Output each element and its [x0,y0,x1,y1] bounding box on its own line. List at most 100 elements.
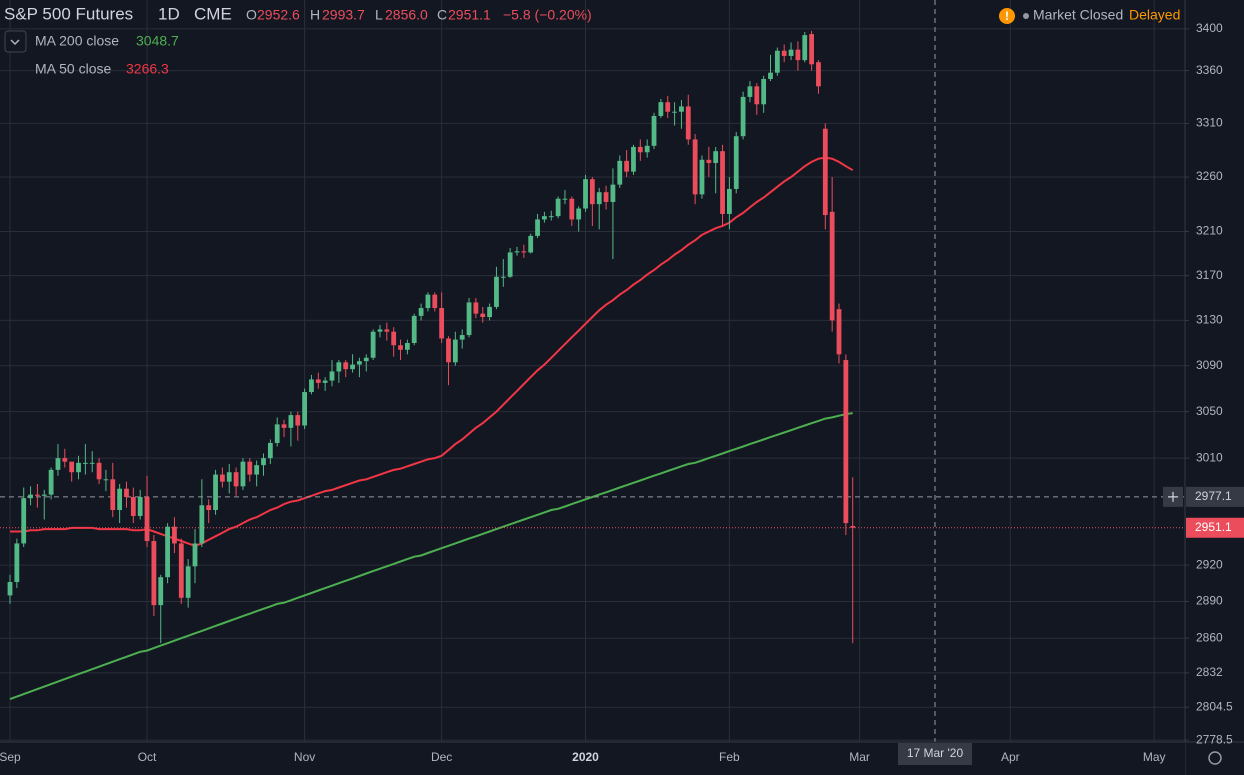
candle-body [836,309,842,355]
candle-body [617,160,623,185]
candle-body [631,146,636,172]
x-tick-label: Oct [138,750,157,764]
ma-line [10,156,854,547]
candle-body [521,251,527,253]
overlay-lines [0,156,1185,701]
crosshair-price-badge [1186,486,1244,507]
candle-body [637,146,643,153]
y-tick-label: 2778.5 [1196,732,1233,746]
warning-icon[interactable] [999,8,1015,24]
y-tick-label: 2860 [1196,630,1223,644]
candle-body [452,339,458,363]
legend-toggle[interactable] [4,30,27,53]
candle-body [809,34,815,65]
candle-body [774,50,780,73]
candle-body [247,461,253,475]
candle-body [288,415,294,428]
candle-body [658,102,664,116]
candle-body [624,160,630,172]
axes: 3400 3360 3310 3260 3210 3170 3130 3090 3050 3010… [0,21,1244,765]
candle-body [89,462,95,464]
candle-body [665,102,671,112]
candle-body [357,361,362,365]
candle-body [583,179,588,209]
ohlc-prefix: L [375,7,383,23]
candle-body [315,379,321,383]
candle-body [158,577,164,606]
candle-body [302,392,308,426]
grid [0,0,1185,742]
legend-label: MA 50 close [35,61,111,77]
candle-body [7,582,13,596]
candle-body [76,462,81,473]
candle-body [487,306,492,318]
candle-body [589,179,595,205]
settings-icon[interactable] [1208,751,1222,765]
warning-glyph: ! [1005,9,1009,23]
candle-body [706,159,712,164]
candle-body [274,424,280,443]
candle-body [172,526,177,544]
candle-body [802,35,808,61]
y-tick-label: 2832 [1196,665,1223,679]
candle-body [35,494,40,496]
candle-body [535,219,540,236]
x-tick-label: Mar [849,750,870,764]
exchange: CME [194,4,232,23]
candle-body [555,198,561,217]
candle-body [843,360,849,524]
candle-body [795,49,801,61]
candle-body [370,331,376,358]
candle-body [124,488,129,497]
x-tick-label: Feb [719,750,740,764]
candle-body [466,302,472,336]
legend-value: 3048.7 [136,33,179,49]
candle-body [679,106,684,112]
candle-body [103,479,109,481]
candle-body [117,488,123,511]
candle-body [562,198,568,200]
delay-status: Delayed [1129,7,1180,23]
market-status: Market Closed [1033,7,1123,23]
candle-body [692,139,698,195]
candle-body [651,115,657,146]
legend-label: MA 200 close [35,33,119,49]
candle-body [295,415,301,426]
candle-body [720,151,725,214]
ohlc-prefix: C [437,7,447,23]
candle-body [96,462,102,480]
candle-body [494,276,499,307]
candle-body [576,208,582,220]
candle-body [281,424,287,428]
crosshair-date-badge [898,743,972,765]
candle-body [398,345,403,350]
candle-body [219,474,225,482]
candle-body [192,543,198,567]
candle-body [178,543,184,598]
y-tick-label: 3210 [1196,224,1223,238]
candle-body [322,380,328,383]
ohlc-prefix: H [310,7,320,23]
candle-body [768,72,773,79]
price-axis-panel [1185,0,1244,775]
candle-body [672,111,677,113]
candle-body [165,526,170,578]
candle-body [425,294,431,309]
candle-body [329,371,335,381]
candle-body [473,302,479,314]
candle-body [213,474,218,511]
y-tick-label: 2890 [1196,594,1223,608]
candle-body [569,198,575,220]
y-tick-label: 3310 [1196,116,1223,130]
status-dot [1023,13,1029,19]
y-tick-label: 2804.5 [1196,699,1233,713]
candle-body [28,494,33,499]
last-price-label: 2951.1 [1195,520,1232,534]
candle-body [411,315,417,343]
y-tick-label: 3360 [1196,63,1223,77]
candle-body [514,251,520,253]
y-tick-label: 3050 [1196,404,1223,418]
candle-body [363,357,369,362]
candle-body [500,276,506,278]
